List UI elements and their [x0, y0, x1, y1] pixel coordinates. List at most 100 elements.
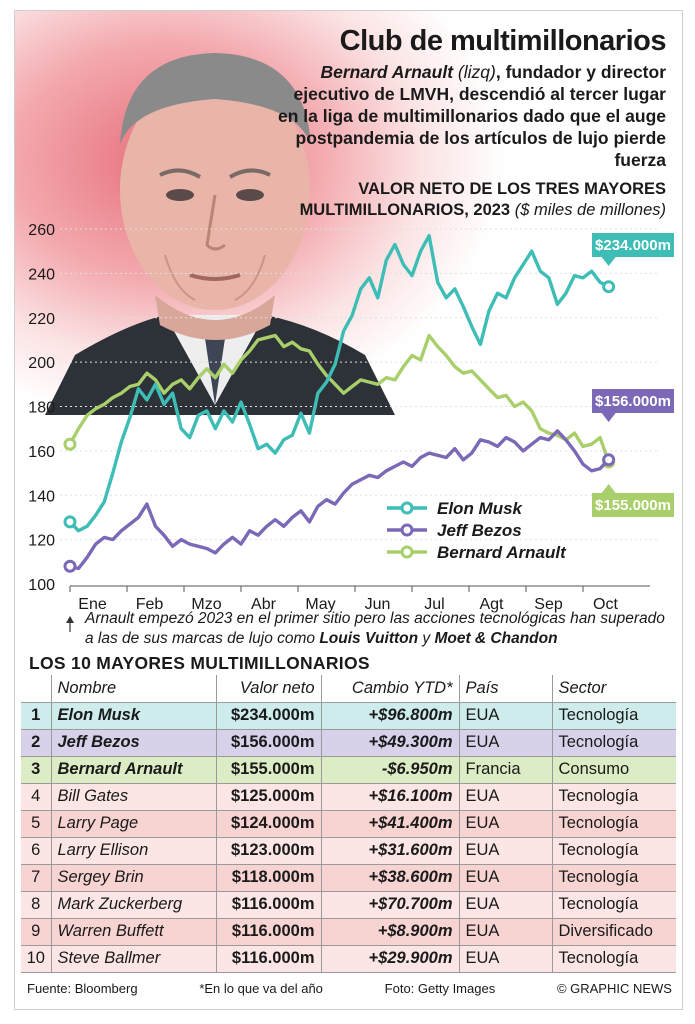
row-country: EUA [459, 837, 552, 864]
row-country: EUA [459, 891, 552, 918]
row-sector: Tecnología [552, 729, 676, 756]
row-rank: 5 [21, 810, 51, 837]
table-row: 9 Warren Buffett $116.000m +$8.900m EUA Diver… [21, 918, 676, 945]
row-country: EUA [459, 945, 552, 972]
chart-note-brand-1: Louis Vuitton [319, 630, 418, 647]
row-name: Larry Page [51, 810, 216, 837]
y-tick-label: 200 [28, 355, 55, 372]
table-title: LOS 10 MAYORES MULTIMILLONARIOS [29, 653, 370, 674]
footer-source: Fuente: Bloomberg [27, 981, 138, 996]
row-sector: Tecnología [552, 810, 676, 837]
callout-pointer-bezos [602, 413, 616, 422]
y-tick-label: 260 [28, 222, 55, 239]
row-sector: Tecnología [552, 837, 676, 864]
callout-label-musk: $234.000m [595, 237, 671, 254]
y-tick-label: 100 [28, 577, 55, 594]
row-value: $118.000m [216, 864, 321, 891]
row-change: +$16.100m [321, 783, 459, 810]
row-value: $234.000m [216, 702, 321, 729]
series-start-marker-arnault [65, 439, 75, 449]
table-row: 4 Bill Gates $125.000m +$16.100m EUA Tecnolog… [21, 783, 676, 810]
row-rank: 1 [21, 702, 51, 729]
row-change: +$31.600m [321, 837, 459, 864]
row-name: Mark Zuckerberg [51, 891, 216, 918]
row-value: $125.000m [216, 783, 321, 810]
y-tick-label: 120 [28, 533, 55, 550]
row-change: -$6.950m [321, 756, 459, 783]
chart-note-conj: y [422, 630, 430, 647]
table-row: 2 Jeff Bezos $156.000m +$49.300m EUA Tecnolog… [21, 729, 676, 756]
row-sector: Consumo [552, 756, 676, 783]
table-row: 6 Larry Ellison $123.000m +$31.600m EUA Tecno… [21, 837, 676, 864]
table-row: 1 Elon Musk $234.000m +$96.800m EUA Tecnologí… [21, 702, 676, 729]
header-value: Valor neto [216, 675, 321, 702]
legend-label: Jeff Bezos [437, 521, 522, 540]
row-change: +$49.300m [321, 729, 459, 756]
header-country: País [459, 675, 552, 702]
table-row: 5 Larry Page $124.000m +$41.400m EUA Tecnolog… [21, 810, 676, 837]
row-country: EUA [459, 783, 552, 810]
row-country: EUA [459, 810, 552, 837]
row-rank: 9 [21, 918, 51, 945]
legend-swatch-marker [402, 503, 412, 513]
callout-pointer-musk [602, 257, 616, 266]
table-row: 7 Sergey Brin $118.000m +$38.600m EUA Tecnolo… [21, 864, 676, 891]
infographic-frame: Club de multimillonarios Bernard Arnault… [14, 10, 683, 1010]
legend-swatch-marker [402, 547, 412, 557]
series-start-marker-bezos [65, 561, 75, 571]
row-rank: 8 [21, 891, 51, 918]
row-rank: 10 [21, 945, 51, 972]
callout-label-bezos: $156.000m [595, 393, 671, 410]
row-country: EUA [459, 918, 552, 945]
table-header-row: Nombre Valor neto Cambio YTD* País Secto… [21, 675, 676, 702]
footer: Fuente: Bloomberg *En lo que va del año … [27, 981, 672, 996]
series-start-marker-musk [65, 517, 75, 527]
row-rank: 7 [21, 864, 51, 891]
legend-label: Bernard Arnault [437, 543, 567, 562]
row-rank: 2 [21, 729, 51, 756]
footer-footnote: *En lo que va del año [199, 981, 323, 996]
y-tick-label: 140 [28, 488, 55, 505]
row-country: Francia [459, 756, 552, 783]
row-name: Jeff Bezos [51, 729, 216, 756]
note-arrow-head [66, 616, 74, 623]
callout-label-arnault: $155.000m [595, 497, 671, 514]
row-change: +$38.600m [321, 864, 459, 891]
row-rank: 6 [21, 837, 51, 864]
row-sector: Tecnología [552, 864, 676, 891]
row-sector: Tecnología [552, 945, 676, 972]
row-change: +$96.800m [321, 702, 459, 729]
chart-note: Arnault empezó 2023 en el primer sitio p… [85, 609, 675, 649]
y-tick-label: 240 [28, 266, 55, 283]
row-sector: Tecnología [552, 702, 676, 729]
series-end-marker-musk [604, 282, 614, 292]
row-value: $116.000m [216, 945, 321, 972]
row-name: Bernard Arnault [51, 756, 216, 783]
footer-credit: © GRAPHIC NEWS [557, 981, 672, 996]
chart-note-brand-2: Moet & Chandon [434, 630, 557, 647]
y-tick-label: 220 [28, 311, 55, 328]
table-row: 10 Steve Ballmer $116.000m +$29.900m EUA Tecn… [21, 945, 676, 972]
row-change: +$8.900m [321, 918, 459, 945]
row-value: $116.000m [216, 918, 321, 945]
row-change: +$41.400m [321, 810, 459, 837]
row-name: Steve Ballmer [51, 945, 216, 972]
row-country: EUA [459, 864, 552, 891]
callout-pointer-arnault [602, 484, 616, 493]
row-value: $123.000m [216, 837, 321, 864]
header-rank [21, 675, 51, 702]
row-value: $155.000m [216, 756, 321, 783]
y-tick-label: 180 [28, 400, 55, 417]
row-rank: 3 [21, 756, 51, 783]
row-change: +$29.900m [321, 945, 459, 972]
series-end-marker-bezos [604, 455, 614, 465]
row-rank: 4 [21, 783, 51, 810]
footer-photo: Foto: Getty Images [385, 981, 496, 996]
infographic: Club de multimillonarios Bernard Arnault… [0, 0, 695, 1024]
table-row: 8 Mark Zuckerberg $116.000m +$70.700m EUA Tec… [21, 891, 676, 918]
row-name: Elon Musk [51, 702, 216, 729]
row-value: $156.000m [216, 729, 321, 756]
row-value: $124.000m [216, 810, 321, 837]
row-change: +$70.700m [321, 891, 459, 918]
row-value: $116.000m [216, 891, 321, 918]
